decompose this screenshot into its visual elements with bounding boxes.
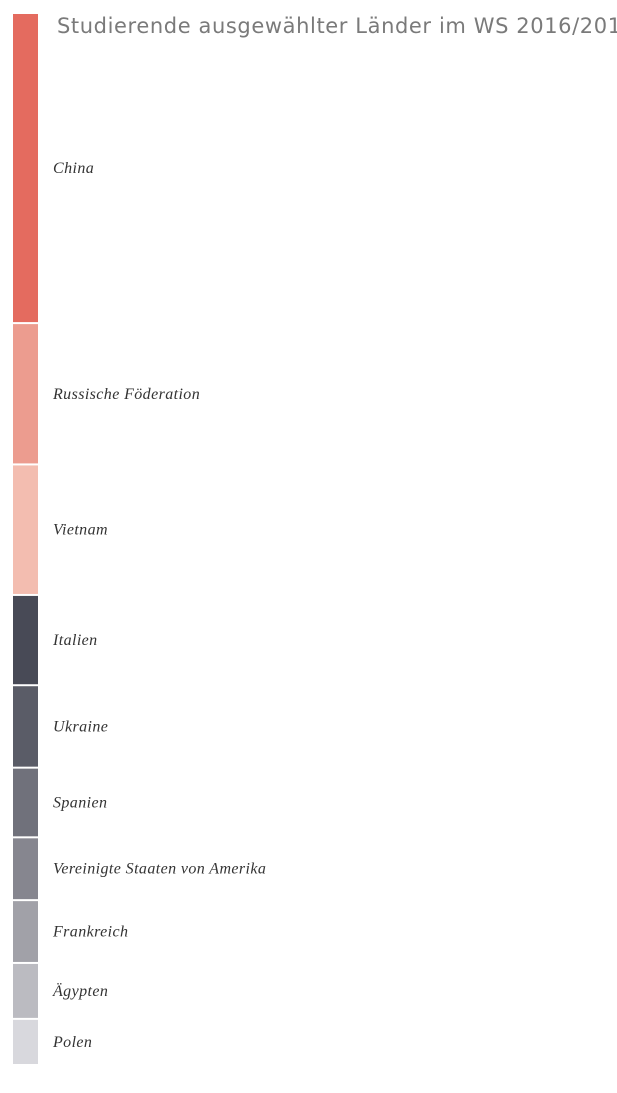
bar-segment-4 <box>13 595 38 685</box>
segment-label-6: Spanien <box>53 794 107 811</box>
segment-label-7: Vereinigte Staaten von Amerika <box>53 861 266 878</box>
segment-label-3: Vietnam <box>53 522 108 539</box>
bar-segment-3 <box>13 465 38 594</box>
bar-segment-10 <box>13 1019 38 1064</box>
bar-segment-5 <box>13 686 38 767</box>
chart-title: Studierende ausgewählter Länder im WS 20… <box>57 14 617 38</box>
bar-segment-7 <box>13 838 38 900</box>
segment-label-5: Ukraine <box>53 718 108 735</box>
bar-segment-2 <box>13 324 38 464</box>
bar-segment-9 <box>13 963 38 1018</box>
segment-labels: China Russische Föderation Vietnam Italien U… <box>52 160 266 1051</box>
bar-segment-1 <box>13 14 38 323</box>
segment-label-1: China <box>53 160 94 177</box>
bar-segments <box>13 14 38 1064</box>
segment-label-4: Italien <box>52 632 98 649</box>
segment-label-2: Russische Föderation <box>52 386 200 403</box>
bar-segment-8 <box>13 901 38 962</box>
segment-label-9: Ägypten <box>52 982 108 1000</box>
bar-segment-6 <box>13 768 38 837</box>
segment-label-10: Polen <box>52 1034 92 1051</box>
segment-label-8: Frankreich <box>52 924 128 941</box>
